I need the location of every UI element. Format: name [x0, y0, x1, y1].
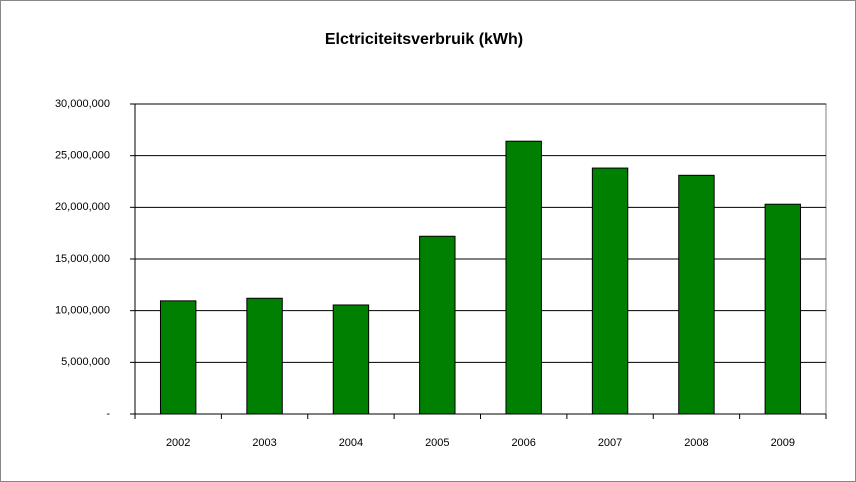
bar [591, 167, 629, 415]
x-tick-label: 2005 [425, 437, 449, 449]
y-tick-label: 10,000,000 [55, 305, 110, 317]
bar [419, 235, 456, 415]
bar [764, 203, 802, 415]
bar [159, 300, 197, 415]
y-tick-label: - [106, 408, 110, 420]
y-tick-label: 30,000,000 [55, 98, 110, 110]
bar [505, 140, 542, 415]
x-tick-label: 2006 [511, 437, 535, 449]
x-tick-label: 2007 [598, 437, 622, 449]
x-tick-label: 2004 [339, 437, 363, 449]
bar [332, 304, 370, 415]
x-tick-label: 2003 [252, 437, 276, 449]
x-tick-label: 2002 [166, 437, 190, 449]
y-tick-label: 20,000,000 [55, 201, 110, 213]
y-tick-label: 15,000,000 [55, 253, 110, 265]
y-tick-label: 25,000,000 [55, 150, 110, 162]
bar [246, 297, 283, 415]
chart-title: Elctriciteitsverbruik (kWh) [325, 31, 523, 48]
bar [678, 174, 715, 415]
x-tick-label: 2008 [684, 437, 708, 449]
x-tick-label: 2009 [771, 437, 795, 449]
y-tick-label: 5,000,000 [61, 356, 110, 368]
